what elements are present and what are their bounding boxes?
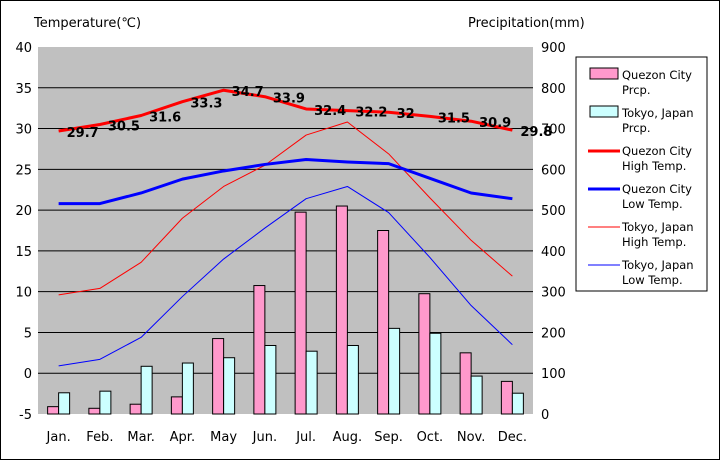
x-tick-label: Sep. [374, 430, 403, 445]
right-tick-label: 100 [541, 367, 566, 382]
bar-tokyo-prcp [264, 344, 277, 415]
x-tick-label: Dec. [498, 430, 527, 445]
data-label: 32.2 [355, 106, 387, 121]
left-tick-label: 0 [24, 367, 32, 382]
bar-quezon-prcp [253, 285, 266, 415]
line-tokyo-low [58, 185, 513, 367]
data-label: 34.7 [232, 85, 264, 100]
x-tick-label: Mar. [127, 430, 154, 445]
bar-tokyo-prcp [429, 332, 442, 415]
left-tick-label: 30 [15, 123, 32, 138]
legend-label: Low Temp. [622, 197, 683, 211]
legend-label: Prcp. [622, 121, 651, 135]
right-tick-label: 500 [541, 204, 566, 219]
bar-quezon-prcp [212, 338, 225, 415]
bar-tokyo-prcp [305, 350, 318, 415]
right-tick-label: 0 [541, 408, 549, 423]
data-label: 30.9 [479, 116, 511, 131]
bar-quezon-prcp [47, 406, 60, 415]
bar-tokyo-prcp [181, 362, 194, 415]
data-label: 30.5 [108, 119, 140, 134]
x-tick-label: Jul. [295, 430, 316, 445]
data-label: 31.6 [149, 111, 181, 126]
data-label: 33.9 [273, 92, 305, 107]
left-tick-label: 25 [15, 163, 32, 178]
bar-tokyo-prcp [388, 327, 401, 415]
bar-tokyo-prcp [223, 357, 236, 415]
plot-area [38, 47, 533, 414]
bar-quezon-prcp [294, 211, 307, 415]
bar-tokyo-prcp [99, 390, 112, 415]
left-tick-label: 5 [24, 326, 32, 341]
bar-quezon-prcp [500, 380, 513, 415]
bar-tokyo-prcp [346, 344, 359, 415]
right-axis-title: Precipitation(mm) [468, 16, 585, 31]
left-tick-label: 35 [15, 82, 32, 97]
right-tick-label: 800 [541, 82, 566, 97]
x-tick-label: Jun. [252, 430, 277, 445]
legend-swatch [589, 105, 619, 118]
x-tick-label: May [210, 430, 237, 445]
right-tick-label: 900 [541, 41, 566, 56]
x-tick-label: Apr. [170, 430, 195, 445]
left-tick-label: 40 [15, 41, 32, 56]
bar-tokyo-prcp [511, 392, 524, 415]
left-axis-title: Temperature(℃) [33, 16, 141, 31]
bar-quezon-prcp [88, 407, 101, 415]
data-label: 29.7 [67, 126, 99, 141]
legend-label: Prcp. [622, 83, 651, 97]
legend-swatch [589, 67, 619, 80]
legend-label: Quezon City [622, 144, 692, 158]
legend-label: Quezon City [622, 182, 692, 196]
x-tick-label: Aug. [333, 430, 363, 445]
legend-label: Tokyo, Japan [621, 220, 694, 234]
legend-label: High Temp. [622, 235, 686, 249]
x-tick-label: Oct. [417, 430, 444, 445]
left-tick-label: 10 [15, 286, 32, 301]
bar-quezon-prcp [129, 403, 142, 415]
legend-label: Low Temp. [622, 273, 683, 287]
bar-quezon-prcp [335, 205, 348, 415]
right-tick-label: 400 [541, 245, 566, 260]
bar-tokyo-prcp [140, 365, 153, 415]
line-quezon-low [58, 158, 513, 206]
right-tick-label: 300 [541, 286, 566, 301]
x-tick-label: Nov. [457, 430, 486, 445]
data-label: 32 [397, 107, 415, 122]
legend-label: High Temp. [622, 159, 686, 173]
legend-label: Quezon City [622, 68, 692, 82]
data-label: 31.5 [438, 111, 470, 126]
left-tick-label: -5 [19, 408, 32, 423]
line-quezon-high [58, 88, 513, 133]
left-tick-label: 20 [15, 204, 32, 219]
bar-tokyo-prcp [58, 392, 71, 415]
legend-label: Tokyo, Japan [621, 258, 694, 272]
right-tick-label: 700 [541, 123, 566, 138]
bar-quezon-prcp [459, 352, 472, 415]
bar-tokyo-prcp [470, 375, 483, 415]
data-label: 32.4 [314, 104, 346, 119]
legend-box [575, 56, 708, 292]
right-tick-label: 600 [541, 163, 566, 178]
left-tick-label: 15 [15, 245, 32, 260]
line-tokyo-high [58, 121, 513, 296]
bar-quezon-prcp [418, 293, 431, 415]
data-label: 33.3 [190, 97, 222, 112]
bar-quezon-prcp [377, 230, 390, 415]
legend-label: Tokyo, Japan [621, 106, 694, 120]
bar-quezon-prcp [170, 396, 183, 415]
x-tick-label: Jan. [46, 430, 71, 445]
data-label: 29.8 [520, 125, 552, 140]
x-tick-label: Feb. [86, 430, 113, 445]
right-tick-label: 200 [541, 326, 566, 341]
